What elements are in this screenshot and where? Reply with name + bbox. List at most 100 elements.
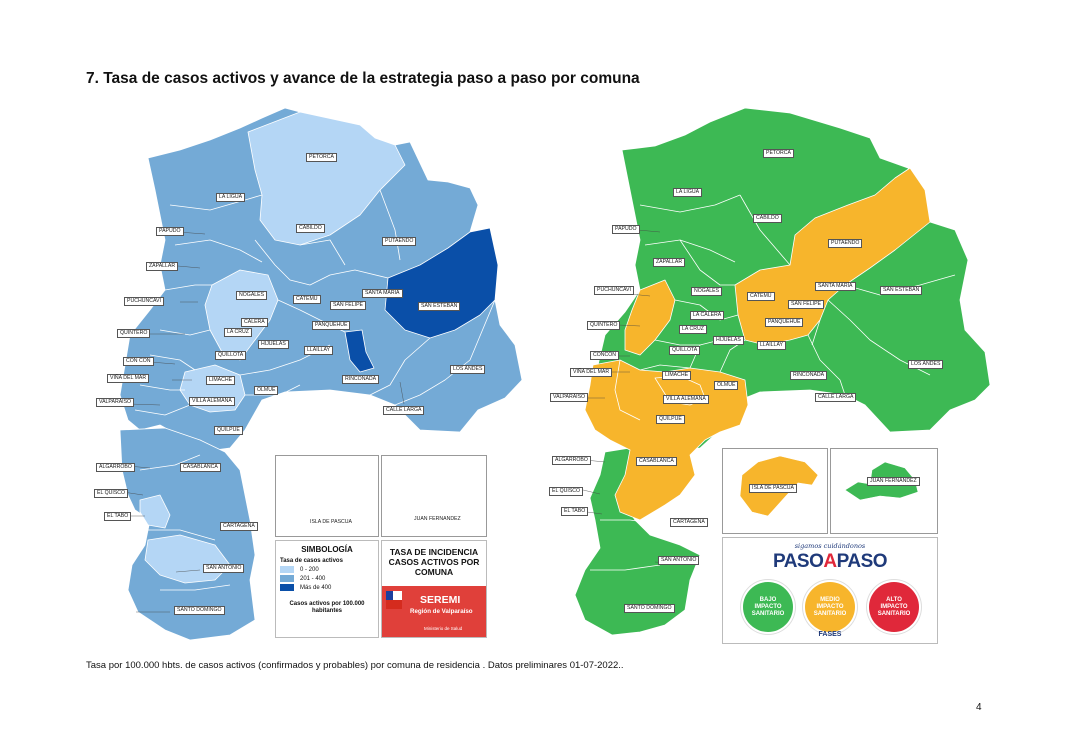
label-putaendo: PUTAENDO bbox=[382, 237, 417, 246]
label-juan-fernandez-right: JUAN FERNÁNDEZ bbox=[867, 477, 920, 486]
phase-yellow-puchuncavi bbox=[624, 279, 676, 356]
label-san-felipe: SAN FELIPE bbox=[330, 301, 366, 310]
label-santa-maria: SANTA MARIA bbox=[362, 289, 403, 298]
label-papudo: PAPUDO bbox=[156, 227, 184, 236]
label-r-petorca: PETORCA bbox=[763, 149, 794, 158]
label-el-tabo: EL TABO bbox=[104, 512, 132, 521]
label-hijuelas: HIJUELAS bbox=[258, 340, 289, 349]
label-r-san-antonio: SAN ANTONIO bbox=[658, 556, 700, 565]
label-r-santo-domingo: SANTO DOMINGO bbox=[624, 604, 675, 613]
label-san-antonio: SAN ANTONIO bbox=[203, 564, 245, 573]
label-r-quillota: QUILLOTA bbox=[669, 346, 701, 355]
label-r-llaillay: LLAILLAY bbox=[757, 341, 786, 350]
paso-a-paso-logo: PASOAPASO bbox=[772, 551, 888, 572]
label-quilpue: QUILPUE bbox=[214, 426, 243, 435]
label-r-calle-larga: CALLE LARGA bbox=[815, 393, 857, 402]
label-r-la-cruz: LA CRUZ bbox=[679, 325, 707, 334]
label-r-concon: CONCÓN bbox=[590, 351, 620, 360]
label-r-catemu: CATEMU bbox=[747, 292, 775, 301]
label-calera: CALERA bbox=[241, 318, 268, 327]
page-title: 7. Tasa de casos activos y avance de la … bbox=[86, 70, 640, 87]
label-vina-del-mar: VIÑA DEL MAR bbox=[107, 374, 150, 383]
label-cabildo: CABILDO bbox=[296, 224, 325, 233]
page-number: 4 bbox=[976, 702, 982, 713]
inset-juan-fernandez-left: JUAN FERNANDEZ bbox=[381, 455, 487, 537]
legend-subtitle: Tasa de casos activos bbox=[280, 558, 343, 564]
label-r-algarrobo: ALGARROBO bbox=[552, 456, 591, 465]
legend-swatch-low bbox=[280, 566, 294, 573]
region-low-coast bbox=[139, 494, 171, 529]
legend-swatch-mid bbox=[280, 575, 294, 582]
label-r-el-quisco: EL QUISCO bbox=[549, 487, 584, 496]
label-petorca: PETORCA bbox=[306, 153, 337, 162]
label-limache: LIMACHE bbox=[206, 376, 236, 385]
inset-isla-de-pascua-right: ISLA DE PASCUA bbox=[722, 448, 828, 534]
legend-footer: Casos activos por 100.000 habitantes bbox=[289, 601, 365, 614]
paso-a-paso-footer: FASES bbox=[818, 631, 842, 638]
label-isla-de-pascua-right: ISLA DE PASCUA bbox=[749, 484, 797, 493]
label-algarrobo: ALGARROBO bbox=[96, 463, 135, 472]
footnote: Tasa por 100.000 hbts. de casos activos … bbox=[86, 660, 624, 671]
seremi-ministry: Ministerio de Salud bbox=[424, 626, 463, 631]
label-puchuncavi: PUCHUNCAVI bbox=[124, 297, 164, 306]
label-panquehue: PANQUEHUE bbox=[312, 321, 351, 330]
inset-isla-de-pascua-left: ISLA DE PASCUA bbox=[275, 455, 379, 537]
label-cartagena: CARTAGENA bbox=[220, 522, 258, 531]
label-san-esteban: SAN ESTEBAN bbox=[418, 302, 461, 311]
label-los-andes: LOS ANDES bbox=[450, 365, 486, 374]
label-r-panquehue: PANQUEHUE bbox=[765, 318, 804, 327]
label-r-olmue: OLMUÉ bbox=[714, 381, 739, 390]
label-r-san-esteban: SAN ESTEBAN bbox=[880, 286, 923, 295]
label-r-villa-alemana: VILLA ALEMANA bbox=[663, 395, 709, 404]
phase-bajo-circle: BAJO IMPACTO SANITARIO bbox=[743, 582, 793, 632]
label-r-san-felipe: SAN FELIPE bbox=[788, 300, 824, 309]
label-r-santa-maria: SANTA MARÍA bbox=[815, 282, 856, 291]
label-r-quilpue: QUILPUÉ bbox=[656, 415, 685, 424]
label-r-cabildo: CABILDO bbox=[753, 214, 782, 223]
label-nogales: NOGALES bbox=[236, 291, 268, 300]
label-r-vina-del-mar: VIÑA DEL MAR bbox=[570, 368, 613, 377]
label-la-ligua: LA LIGUA bbox=[216, 193, 246, 202]
label-r-nogales: NOGALES bbox=[691, 287, 723, 296]
paso-a-paso-box: sigamos cuidándonos PASOAPASO BAJO IMPAC… bbox=[722, 537, 938, 644]
label-r-rinconada: RINCONADA bbox=[790, 371, 828, 380]
seremi-region: Región de Valparaíso bbox=[410, 608, 473, 615]
label-catemu: CATEMU bbox=[293, 295, 321, 304]
legend-box: SIMBOLOGÍA Tasa de casos activos 0 - 200… bbox=[275, 540, 379, 638]
legend-title: SIMBOLOGÍA bbox=[301, 545, 353, 554]
label-r-valparaiso: VALPARAÍSO bbox=[550, 393, 589, 402]
legend-item-mid: 201 - 400 bbox=[280, 575, 374, 582]
label-el-quisco: EL QUISCO bbox=[94, 489, 129, 498]
label-r-quintero: QUINTERO bbox=[587, 321, 621, 330]
label-r-la-ligua: LA LIGUA bbox=[673, 188, 703, 197]
label-quillota: QUILLOTA bbox=[215, 351, 247, 360]
label-zapallar: ZAPALLAR bbox=[146, 262, 179, 271]
inset-juan-fernandez-right: JUAN FERNÁNDEZ bbox=[830, 448, 938, 534]
label-calle-larga: CALLE LARGA bbox=[383, 406, 425, 415]
label-r-cartagena: CARTAGENA bbox=[670, 518, 708, 527]
label-rinconada: RINCONADA bbox=[342, 375, 380, 384]
label-r-casablanca: CASABLANCA bbox=[636, 457, 677, 466]
phase-medio-circle: MEDIO IMPACTO SANITARIO bbox=[805, 582, 855, 632]
chile-flag-icon bbox=[386, 591, 402, 609]
info-box: TASA DE INCIDENCIA CASOS ACTIVOS POR COM… bbox=[381, 540, 487, 638]
label-la-cruz: LA CRUZ bbox=[224, 328, 252, 337]
label-r-papudo: PAPUDO bbox=[612, 225, 640, 234]
label-casablanca: CASABLANCA bbox=[180, 463, 221, 472]
label-r-los-andes: LOS ANDES bbox=[908, 360, 944, 369]
seremi-banner: SEREMI Región de Valparaíso Ministerio d… bbox=[382, 586, 486, 637]
phase-alto-circle: ALTO IMPACTO SANITARIO bbox=[869, 582, 919, 632]
label-r-putaendo: PUTAENDO bbox=[828, 239, 863, 248]
label-r-la-calera: LA CALERA bbox=[690, 311, 725, 320]
legend-item-low: 0 - 200 bbox=[280, 566, 374, 573]
label-llaillay: LLAILLAY bbox=[304, 346, 333, 355]
region-low-north bbox=[247, 111, 406, 246]
label-r-el-tabo: EL TABO bbox=[561, 507, 589, 516]
label-valparaiso: VALPARAISO bbox=[96, 398, 135, 407]
label-con-con: CON CON bbox=[123, 357, 154, 366]
label-r-puchuncavi: PUCHUNCAVÍ bbox=[594, 286, 634, 295]
label-santo-domingo: SANTO DOMINGO bbox=[174, 606, 225, 615]
legend-item-high: Más de 400 bbox=[280, 584, 374, 591]
paso-a-paso-tagline: sigamos cuidándonos bbox=[794, 542, 866, 550]
label-r-limache: LIMACHE bbox=[662, 371, 692, 380]
